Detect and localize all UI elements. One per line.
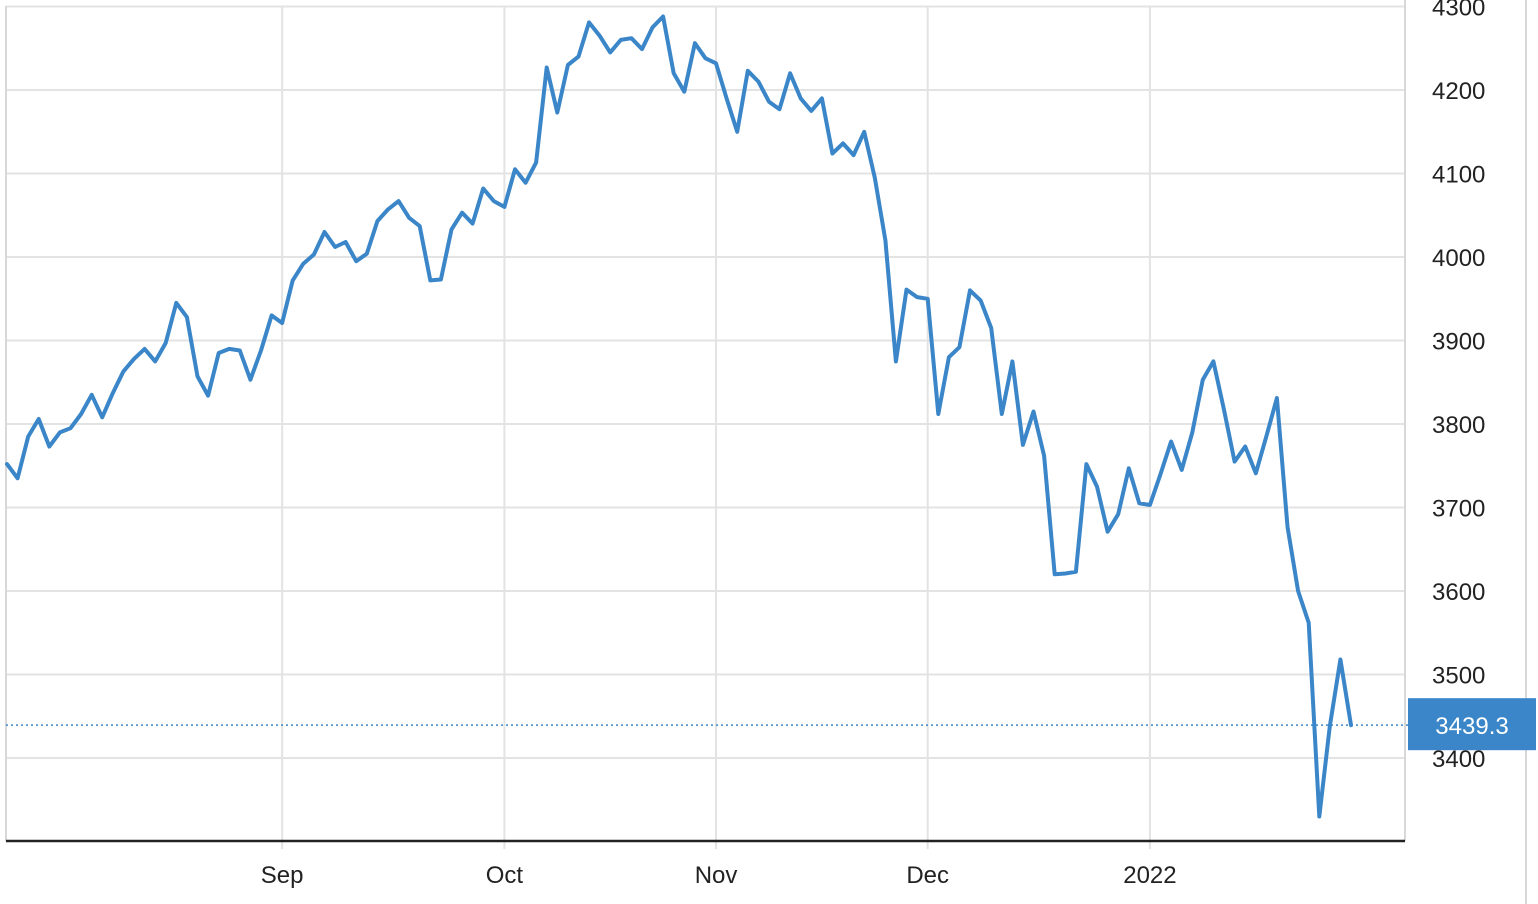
last-value-layer: 3439.3 <box>6 698 1536 751</box>
y-tick-label: 3700 <box>1432 496 1485 523</box>
series-layer <box>5 14 1353 819</box>
x-tick-label: 2022 <box>1123 862 1176 889</box>
y-tick-label: 3500 <box>1432 663 1485 690</box>
gridlines <box>6 5 1405 841</box>
y-tick-label: 3900 <box>1432 329 1485 356</box>
y-axis: 3400 3500 3600 3700 3800 3900 4000 4100 4200 4300 <box>1432 0 1485 773</box>
y-tick-label: 3400 <box>1432 746 1485 773</box>
x-tick-label: Oct <box>486 862 524 889</box>
x-axis: Sep Oct Nov Dec 2022 <box>6 839 1405 889</box>
y-tick-label: 4000 <box>1432 245 1485 272</box>
y-tick-label: 3600 <box>1432 579 1485 606</box>
x-tick-label: Dec <box>906 862 949 889</box>
y-tick-label: 4200 <box>1432 78 1485 105</box>
last-value-label: 3439.3 <box>1435 713 1508 740</box>
x-tick-label: Nov <box>695 862 738 889</box>
y-tick-label: 4100 <box>1432 162 1485 189</box>
chart-frame <box>5 0 1527 904</box>
x-tick-label: Sep <box>261 862 304 889</box>
series-line <box>5 14 1353 819</box>
last-value-badge <box>1408 698 1536 751</box>
y-tick-label: 3800 <box>1432 412 1485 439</box>
y-tick-label: 4300 <box>1432 0 1485 22</box>
